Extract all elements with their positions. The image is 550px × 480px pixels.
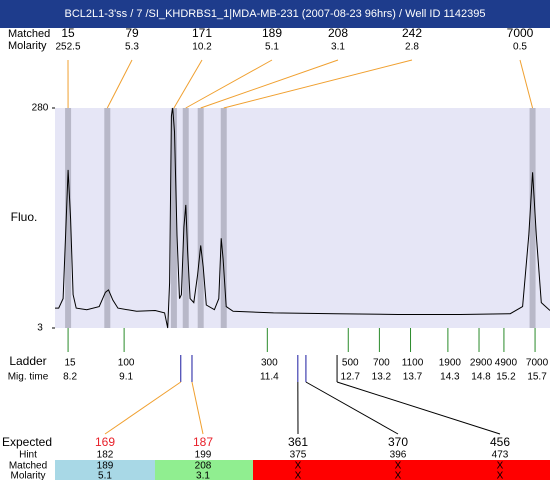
ladder-size: 4900 [495, 358, 518, 369]
ladder-time: 12.7 [341, 372, 361, 383]
peak-band [104, 108, 111, 328]
matched-molarity: X [497, 471, 504, 480]
ladder-time: 14.3 [440, 372, 460, 383]
expected-size: 456 [490, 435, 510, 449]
ladder-time: 15.7 [527, 372, 547, 383]
peak-band [220, 108, 227, 328]
hint-size: 375 [290, 450, 307, 461]
ladder-time: 13.2 [372, 372, 392, 383]
matched-molarity: 3.1 [196, 471, 210, 480]
expected-connector [191, 381, 204, 435]
peak-connector [223, 59, 413, 109]
ladder-time: 13.7 [403, 372, 423, 383]
y-axis-label: Fluo. [11, 210, 38, 224]
expected-size: 370 [388, 435, 408, 449]
peak-band [170, 108, 177, 328]
peak-connector [106, 59, 133, 109]
ladder-time: 11.4 [260, 372, 279, 383]
ladder-size: 15 [65, 358, 77, 369]
peak-molarity: 5.3 [125, 42, 139, 53]
ladder-time: 9.1 [119, 372, 133, 383]
ladder-size: 1100 [402, 358, 424, 369]
peak-connector [519, 59, 534, 109]
hint-size: 199 [195, 450, 212, 461]
expected-size: 361 [288, 435, 308, 449]
peak-molarity: 10.2 [192, 42, 212, 53]
hint-size: 473 [492, 450, 509, 461]
peak-size: 208 [328, 26, 348, 40]
matched-molarity: X [295, 471, 302, 480]
matched-molarity: 5.1 [98, 471, 112, 480]
peak-size: 79 [125, 26, 139, 40]
ladder-size: 1900 [439, 358, 462, 369]
peak-band [182, 108, 189, 328]
trace [55, 107, 550, 329]
expected-connector [336, 381, 501, 435]
row-label: Matched [9, 461, 47, 472]
ladder-size: 7000 [526, 358, 549, 369]
matched-size: 208 [195, 461, 212, 472]
peak-connector [185, 59, 273, 109]
y-tick-label: 3 [37, 323, 43, 334]
match-cell [155, 460, 253, 480]
matched-size: X [497, 461, 504, 472]
ladder-label: Ladder [9, 354, 46, 368]
match-cell [253, 460, 350, 480]
expected-connector [104, 381, 182, 435]
row-label: Hint [19, 450, 37, 461]
matched-size: X [295, 461, 302, 472]
peak-size: 189 [262, 26, 282, 40]
ladder-size: 500 [342, 358, 359, 369]
peak-molarity: 2.8 [405, 42, 419, 53]
hint-size: 182 [97, 450, 114, 461]
peak-molarity: 3.1 [331, 42, 345, 53]
ladder-size: 700 [373, 358, 390, 369]
match-cell [450, 460, 550, 480]
header-label: Molarity [8, 40, 47, 52]
ladder-size: 2900 [470, 358, 493, 369]
title: BCL2L1-3'ss / 7 /SI_KHDRBS1_1|MDA-MB-231… [65, 8, 486, 20]
row-label: Molarity [10, 471, 45, 480]
expected-connector [305, 381, 399, 435]
peak-band [65, 108, 72, 328]
plot-area [55, 108, 550, 328]
ladder-time: 8.2 [63, 372, 77, 383]
y-tick-label: 280 [32, 103, 49, 114]
peak-size: 7000 [507, 26, 534, 40]
hint-size: 396 [390, 450, 407, 461]
peak-molarity: 0.5 [513, 42, 527, 53]
peak-connector [200, 59, 339, 109]
title-bar [0, 0, 550, 28]
peak-band [197, 108, 204, 328]
matched-size: X [395, 461, 402, 472]
match-cell [55, 460, 155, 480]
expected-size: 169 [95, 435, 115, 449]
ladder-size: 300 [261, 358, 278, 369]
ladder-size: 100 [118, 358, 135, 369]
match-cell [350, 460, 450, 480]
peak-size: 171 [192, 26, 212, 40]
ladder-time: 14.8 [471, 372, 491, 383]
peak-band [529, 108, 536, 328]
header-label: Matched [8, 28, 50, 40]
ladder-time: 15.2 [496, 372, 516, 383]
peak-molarity: 5.1 [265, 42, 279, 53]
peak-molarity: 252.5 [55, 42, 80, 53]
peak-size: 15 [61, 26, 75, 40]
row-label: Expected [2, 435, 52, 449]
matched-size: 189 [97, 461, 114, 472]
matched-molarity: X [395, 471, 402, 480]
peak-connector [173, 59, 203, 109]
ladder-time-label: Mig. time [8, 372, 49, 383]
peak-size: 242 [402, 26, 422, 40]
expected-size: 187 [193, 435, 213, 449]
